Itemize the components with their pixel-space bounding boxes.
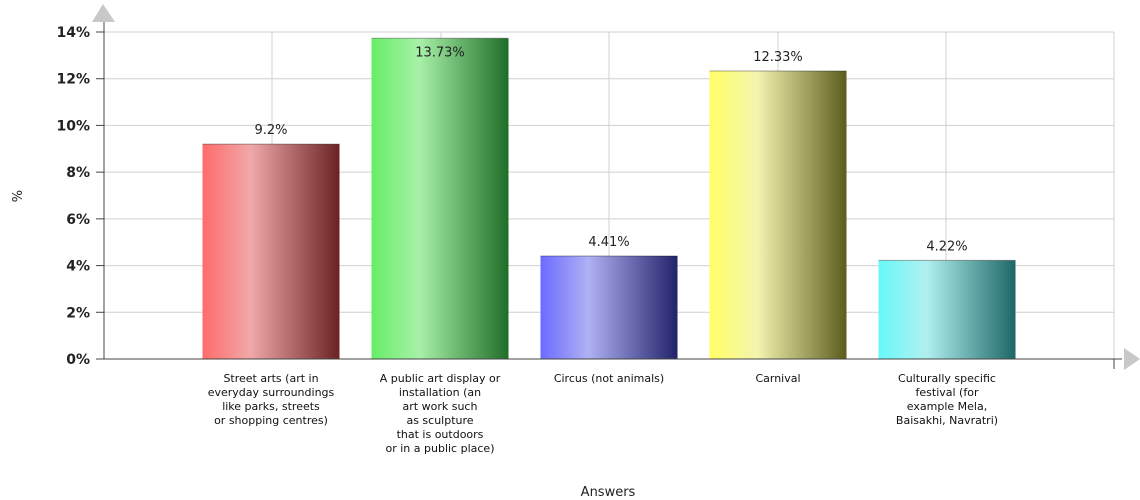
y-tick-label: 0% xyxy=(66,352,90,368)
data-labels: 9.2% 13.73% 4.41% 12.33% 4.22% xyxy=(254,45,967,254)
y-tick-label: 10% xyxy=(56,118,90,134)
y-axis-title: % xyxy=(11,190,26,202)
y-axis-arrow-icon xyxy=(92,4,115,22)
y-tick-label: 4% xyxy=(66,259,90,275)
y-tick-label: 12% xyxy=(56,72,90,88)
data-label: 12.33% xyxy=(753,50,803,65)
y-tick-label: 2% xyxy=(66,305,90,321)
y-tick-label: 6% xyxy=(66,212,90,228)
category-label: A public art display or installation (an a… xyxy=(380,372,501,455)
y-tick-label: 8% xyxy=(66,165,90,181)
bar xyxy=(202,144,340,359)
bars xyxy=(202,37,1016,359)
data-label: 4.41% xyxy=(588,235,629,250)
y-tick-label: 14% xyxy=(56,25,90,41)
bar xyxy=(371,38,509,359)
bar xyxy=(878,260,1016,359)
x-axis-arrow-icon xyxy=(1124,348,1140,370)
category-label: Circus (not animals) xyxy=(554,372,664,385)
category-label: Street arts (art in everyday surroundings… xyxy=(208,372,335,427)
category-label: Culturally specific festival (for example … xyxy=(896,372,998,427)
x-axis-title: Answers xyxy=(581,485,636,500)
data-label: 13.73% xyxy=(415,45,465,60)
bar xyxy=(709,71,847,359)
category-label: Carnival xyxy=(755,372,800,385)
axes xyxy=(92,4,1140,370)
data-label: 4.22% xyxy=(926,239,967,254)
data-label: 9.2% xyxy=(254,123,287,138)
y-tick-labels: 0% 2% 4% 6% 8% 10% 12% 14% xyxy=(56,25,90,368)
bar xyxy=(540,255,678,359)
category-labels: Street arts (art in everyday surroundings… xyxy=(208,372,998,455)
